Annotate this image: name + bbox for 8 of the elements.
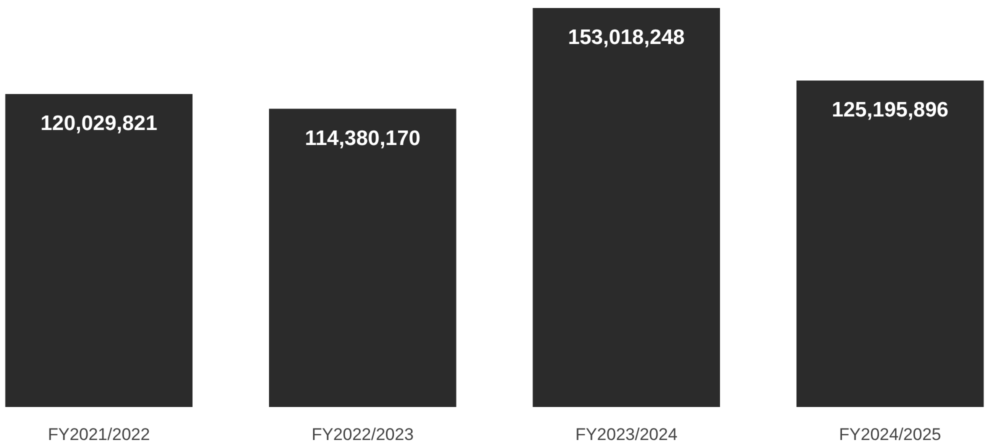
x-tick-label: FY2022/2023 [312,425,414,444]
x-tick-label: FY2021/2022 [48,425,150,444]
x-tick-label: FY2023/2024 [575,425,678,444]
data-label: 114,380,170 [304,126,420,150]
data-label: 125,195,896 [832,98,948,122]
x-tick-label: FY2024/2025 [839,425,942,444]
data-label: 153,018,248 [568,26,686,49]
data-label: 120,029,821 [40,112,158,136]
